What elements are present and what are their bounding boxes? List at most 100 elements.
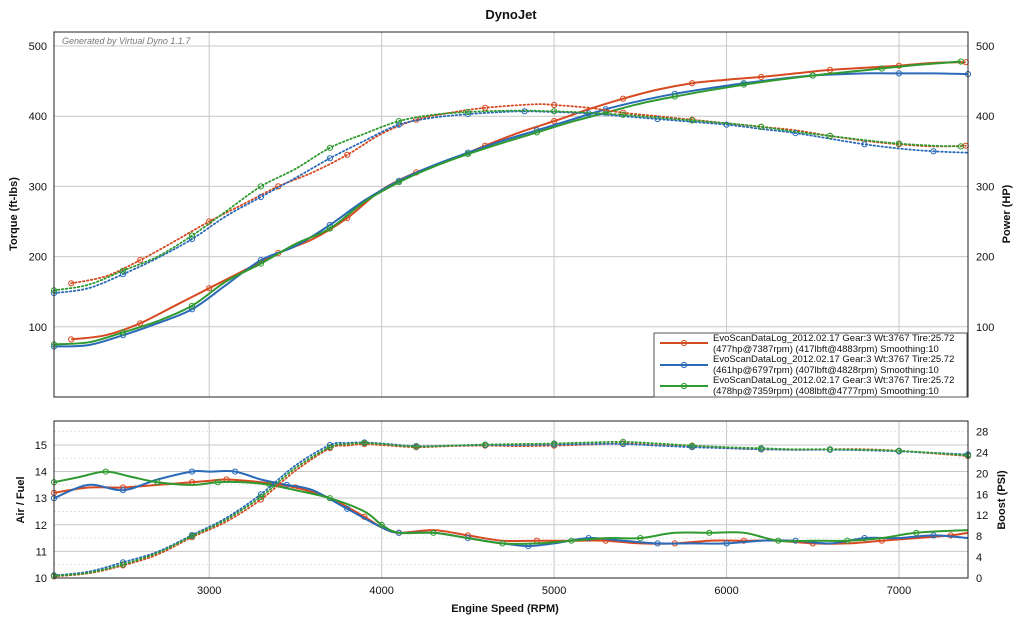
air-fuel-point <box>775 537 782 544</box>
boost-point <box>758 445 765 452</box>
air-fuel-axis-title: Air / Fuel <box>15 476 27 523</box>
air-fuel-tick-label: 13 <box>35 493 47 505</box>
power-line <box>53 60 961 346</box>
boost-point <box>620 438 627 445</box>
boost-tick-label: 28 <box>976 426 988 438</box>
boost-tick-label: 16 <box>976 489 988 501</box>
boost-tick-label: 12 <box>976 510 988 522</box>
x-axis-title: Engine Speed (RPM) <box>451 603 559 615</box>
power-point <box>533 129 541 136</box>
power-tick-label: 200 <box>976 252 994 264</box>
torque-point <box>464 108 471 116</box>
air-fuel-tick-label: 14 <box>35 467 47 479</box>
torque-point <box>188 232 196 239</box>
boost-point <box>188 533 196 540</box>
air-fuel-tick-label: 11 <box>36 546 47 558</box>
rpm-tick-label: 6000 <box>714 585 738 597</box>
air-fuel-point <box>740 537 747 544</box>
rpm-tick-label: 3000 <box>197 585 221 597</box>
legend-line-1: EvoScanDataLog_2012.02.17 Gear:3 Wt:3767… <box>713 333 954 344</box>
legend-entry: EvoScanDataLog_2012.02.17 Gear:3 Wt:3767… <box>660 354 954 376</box>
rpm-tick-label: 4000 <box>369 585 393 597</box>
power-point <box>671 93 678 100</box>
power-point <box>257 260 264 267</box>
air-fuel-tick-label: 10 <box>35 573 47 585</box>
torque-line <box>53 110 969 294</box>
power-tick-label: 100 <box>976 322 994 334</box>
boost-point <box>413 443 420 450</box>
power-tick-label: 300 <box>976 181 994 193</box>
boost-tick-label: 4 <box>976 552 982 564</box>
boost-point <box>361 439 368 447</box>
power-point <box>119 329 127 336</box>
boost-point <box>895 447 903 454</box>
torque-point <box>957 143 965 150</box>
power-point <box>826 66 834 74</box>
torque-point <box>689 117 696 124</box>
air-fuel-point <box>637 535 644 542</box>
air-fuel-point <box>102 468 109 475</box>
power-point <box>464 151 471 158</box>
power-point <box>326 225 333 232</box>
torque-point <box>930 148 937 155</box>
torque-point <box>551 108 558 115</box>
air-fuel-point <box>430 529 437 536</box>
torque-point <box>119 267 127 274</box>
boost-tick-label: 8 <box>976 531 982 543</box>
power-point <box>68 336 75 343</box>
legend-line-2: (478hp@7359rpm) (408lbft@4777rpm) Smooth… <box>713 386 939 397</box>
top-ticks: 100 200 300 400 500 100 200 300 400 500 <box>29 41 995 334</box>
air-fuel-tick-label: 12 <box>35 520 47 532</box>
legend-marker <box>680 339 688 347</box>
top-grid <box>54 32 968 397</box>
boost-line <box>53 440 969 577</box>
power-tick-label: 400 <box>976 111 994 123</box>
boost-point <box>551 440 558 447</box>
bottom-panel: 10 11 12 13 14 15 0 4 8 12 16 20 24 28 3000 4000 5000 600… <box>15 420 1008 615</box>
torque-tick-label: 500 <box>29 41 47 53</box>
boost-point <box>826 446 834 453</box>
power-axis-title: Power (HP) <box>1001 184 1013 243</box>
air-fuel-point <box>568 537 575 544</box>
legend-line-2: (477hp@7387rpm) (417lbft@4883rpm) Smooth… <box>713 344 939 355</box>
power-line <box>71 61 966 341</box>
power-point <box>895 70 903 77</box>
legend-marker <box>680 382 688 390</box>
torque-point <box>895 140 903 147</box>
rpm-tick-label: 7000 <box>887 585 911 597</box>
boost-point <box>119 561 127 568</box>
legend-marker <box>680 361 688 369</box>
torque-point <box>326 155 333 162</box>
air-fuel-point <box>706 529 713 536</box>
legend-entry: EvoScanDataLog_2012.02.17 Gear:3 Wt:3767… <box>660 333 954 355</box>
torque-axis-title: Torque (ft-lbs) <box>8 177 20 251</box>
torque-point <box>654 115 661 123</box>
top-panel: Generated by Virtual Dyno 1.1.7 100 200 30… <box>8 31 1013 398</box>
legend-entry: EvoScanDataLog_2012.02.17 Gear:3 Wt:3767… <box>660 375 954 397</box>
bottom-series <box>50 438 972 580</box>
torque-tick-label: 200 <box>29 252 47 264</box>
torque-point <box>257 193 264 201</box>
air-fuel-point <box>119 487 127 494</box>
power-point <box>188 302 196 309</box>
generated-by-watermark: Generated by Virtual Dyno 1.1.7 <box>62 36 191 46</box>
torque-point <box>68 280 75 287</box>
power-point <box>551 118 558 125</box>
boost-point <box>689 442 696 449</box>
air-fuel-point <box>499 540 506 547</box>
chart-title: DynoJet <box>485 7 537 22</box>
torque-point <box>395 118 402 125</box>
torque-point <box>395 121 402 128</box>
top-series <box>50 58 972 350</box>
torque-point <box>344 151 351 158</box>
bottom-plot-frame <box>53 420 969 579</box>
power-point <box>957 58 965 65</box>
boost-tick-label: 24 <box>976 447 988 459</box>
air-fuel-point <box>232 468 239 475</box>
torque-tick-label: 300 <box>29 181 47 193</box>
torque-point <box>326 144 333 151</box>
torque-point <box>482 104 489 111</box>
power-point <box>809 72 816 79</box>
legend-line-1: EvoScanDataLog_2012.02.17 Gear:3 Wt:3767… <box>713 354 954 365</box>
